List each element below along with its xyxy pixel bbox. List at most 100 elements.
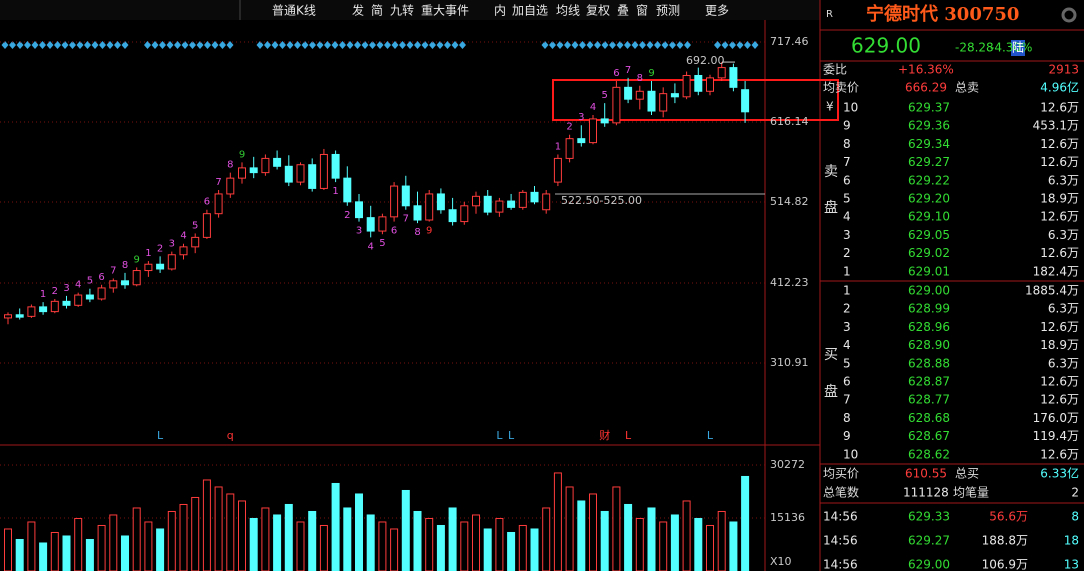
td-count: 4 bbox=[75, 280, 81, 291]
td-count: 9 bbox=[134, 254, 140, 265]
level-volume: 6.3万 bbox=[1048, 228, 1079, 242]
volume-unit: X10 bbox=[770, 555, 792, 568]
toolbar-button[interactable]: 普通K线 bbox=[272, 4, 316, 18]
candle-body bbox=[202, 213, 211, 238]
event-diamond bbox=[661, 41, 669, 49]
settings-icon[interactable] bbox=[1061, 7, 1077, 23]
candle-body bbox=[589, 118, 597, 144]
candle-body bbox=[507, 200, 516, 208]
volume-bar bbox=[530, 528, 539, 571]
level: 1 bbox=[843, 284, 851, 298]
toolbar-button[interactable]: 均线 bbox=[556, 4, 580, 18]
market: 陆 bbox=[1012, 40, 1024, 55]
volume-bar bbox=[565, 486, 574, 571]
level-volume: 12.6万 bbox=[1040, 246, 1079, 260]
toolbar-button[interactable]: 重大事件 bbox=[421, 4, 469, 18]
volume-bar bbox=[191, 496, 200, 571]
candle-body bbox=[343, 177, 352, 203]
td-count: 3 bbox=[356, 226, 362, 237]
event-diamond bbox=[594, 41, 601, 49]
event-marker: 财 bbox=[599, 428, 610, 442]
event-diamond bbox=[61, 41, 69, 49]
last-price: 629.00 bbox=[851, 34, 921, 58]
toolbar-button[interactable]: 复权 bbox=[586, 4, 610, 18]
toolbar-button[interactable]: 叠 bbox=[617, 4, 629, 18]
candle-body bbox=[191, 236, 200, 248]
level: 8 bbox=[843, 411, 851, 425]
volume-bar bbox=[50, 531, 59, 571]
y-tick-label: 717.46 bbox=[770, 35, 809, 48]
toolbar-button[interactable]: 窗 bbox=[636, 4, 648, 18]
event-diamond bbox=[99, 41, 106, 49]
event-diamond bbox=[676, 41, 684, 49]
label: 委比 bbox=[823, 63, 847, 77]
event-diamond bbox=[601, 41, 609, 49]
event-diamond bbox=[639, 41, 646, 49]
volume-bar bbox=[624, 503, 633, 571]
event-diamond bbox=[144, 41, 151, 49]
event-diamond bbox=[646, 41, 654, 49]
toolbar-button[interactable]: 简 bbox=[371, 4, 383, 18]
volume-bar bbox=[319, 524, 328, 571]
toolbar-button[interactable]: 预测 bbox=[656, 4, 680, 18]
td-count: 4 bbox=[368, 241, 374, 252]
volume-bar bbox=[717, 510, 726, 571]
event-diamond bbox=[339, 41, 346, 49]
level-volume: 12.6万 bbox=[1040, 447, 1079, 461]
level-price: 628.90 bbox=[908, 338, 950, 352]
event-diamond bbox=[429, 41, 436, 49]
candle-body bbox=[659, 93, 668, 112]
event-diamond bbox=[54, 41, 61, 49]
td-count: 8 bbox=[227, 160, 233, 171]
level-price: 628.68 bbox=[908, 411, 950, 425]
toolbar-button[interactable]: 加自选 bbox=[512, 4, 548, 18]
td-count: 6 bbox=[98, 272, 104, 283]
volume-bar bbox=[635, 517, 644, 571]
level-volume: 6.3万 bbox=[1048, 302, 1079, 316]
label: 均卖价 bbox=[823, 81, 859, 95]
candle-body bbox=[331, 153, 340, 179]
volume-bar bbox=[249, 517, 258, 571]
event-diamond bbox=[751, 41, 759, 49]
event-diamond bbox=[114, 41, 121, 49]
volume-bar bbox=[15, 538, 24, 571]
event-diamond bbox=[549, 41, 556, 49]
event-diamond bbox=[624, 41, 631, 49]
candle-body bbox=[378, 216, 387, 232]
candle-body bbox=[401, 185, 410, 207]
toolbar-button[interactable]: 九转 bbox=[390, 3, 414, 18]
y-tick-label: 310.91 bbox=[770, 356, 809, 369]
total-buy: 6.33亿 bbox=[1040, 466, 1079, 481]
event-diamond bbox=[729, 41, 736, 49]
volume-bar bbox=[261, 507, 270, 571]
high-label: 692.00 bbox=[686, 54, 725, 67]
candle-body bbox=[226, 177, 235, 195]
td-count: 9 bbox=[648, 68, 654, 79]
toolbar-button[interactable]: 发 bbox=[352, 3, 364, 18]
volume-bar bbox=[729, 521, 738, 571]
toolbar-button[interactable]: 内 bbox=[494, 4, 506, 18]
level: 10 bbox=[843, 447, 858, 461]
event-diamond bbox=[436, 41, 444, 49]
candle-body bbox=[284, 165, 293, 183]
td-count: 6 bbox=[204, 197, 210, 208]
volume-bar bbox=[647, 507, 656, 571]
label: 均笔量 bbox=[953, 485, 989, 500]
level-price: 629.37 bbox=[908, 101, 950, 115]
volume-bar bbox=[612, 486, 621, 571]
td-count: 7 bbox=[110, 265, 116, 276]
volume-bar bbox=[109, 514, 118, 571]
td-count: 8 bbox=[122, 260, 128, 271]
level-volume: 12.6万 bbox=[1040, 375, 1079, 389]
ratio: +16.36% bbox=[898, 63, 954, 77]
toolbar-button[interactable]: 更多 bbox=[705, 4, 729, 18]
td-count: 4 bbox=[590, 102, 596, 113]
level-price: 629.01 bbox=[908, 264, 950, 278]
level-volume: 18.9万 bbox=[1040, 338, 1079, 352]
candle-body bbox=[121, 280, 129, 286]
candle-body bbox=[50, 300, 59, 313]
change: -28.28 bbox=[955, 41, 994, 55]
candle-body bbox=[4, 314, 12, 319]
event-diamond bbox=[46, 41, 54, 49]
volume-bar bbox=[62, 535, 71, 571]
